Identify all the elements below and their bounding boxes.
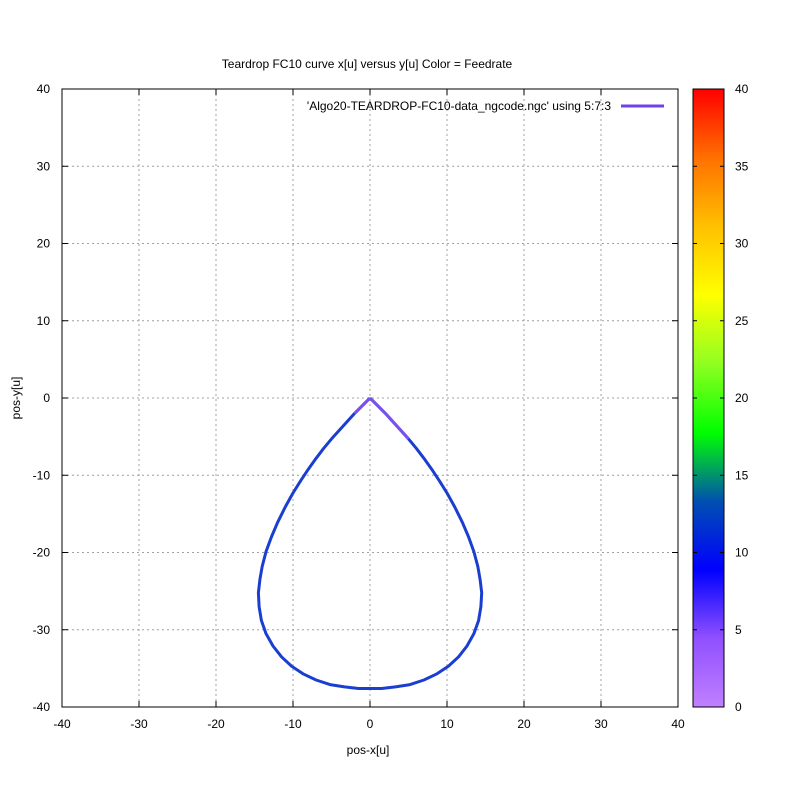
series-group: [256, 396, 484, 690]
y-tick-label: 20: [37, 237, 51, 251]
colorbar-tick-label: 0: [735, 700, 742, 714]
x-axis-label: pos-x[u]: [347, 743, 390, 757]
y-axis: -40 -30 -20 -10 0 10 20 30 40: [33, 82, 678, 714]
y-tick-label: -20: [33, 546, 51, 560]
x-tick-label: 10: [440, 717, 454, 731]
colorbar-tick-label: 40: [735, 82, 749, 96]
colorbar-tick-label: 15: [735, 468, 749, 482]
y-tick-label: 10: [37, 314, 51, 328]
x-axis: -40 -30 -20 -10 0 10 20 30 40: [53, 89, 685, 731]
colorbar-tick-label: 25: [735, 314, 749, 328]
feedrate-segment: [368, 396, 410, 440]
colorbar-tick-label: 5: [735, 623, 742, 637]
y-tick-label: 30: [37, 159, 51, 173]
y-axis-label: pos-y[u]: [9, 377, 23, 420]
y-tick-label: -40: [33, 700, 51, 714]
apex-segment: [353, 396, 372, 415]
colorbar-tick-label: 35: [735, 159, 749, 173]
colorbar-tick-label: 30: [735, 237, 749, 251]
legend-label: 'Algo20-TEARDROP-FC10-data_ngcode.ngc' u…: [307, 99, 611, 113]
x-tick-label: -10: [284, 717, 302, 731]
x-tick-label: 20: [517, 717, 531, 731]
legend: 'Algo20-TEARDROP-FC10-data_ngcode.ngc' u…: [307, 99, 664, 113]
x-tick-label: 30: [594, 717, 608, 731]
y-tick-label: 0: [43, 391, 50, 405]
teardrop-curve: [256, 396, 484, 690]
x-tick-label: 0: [367, 717, 374, 731]
colorbar-axis: 0 5 10 15 20 25 30 35 40: [693, 82, 749, 714]
x-tick-label: -40: [53, 717, 71, 731]
chart-title: Teardrop FC10 curve x[u] versus y[u] Col…: [222, 57, 513, 71]
colorbar-tick-label: 20: [735, 391, 749, 405]
y-tick-label: -30: [33, 623, 51, 637]
colorbar: [692, 88, 725, 708]
x-tick-label: 40: [671, 717, 685, 731]
x-tick-label: -20: [207, 717, 225, 731]
grid: [62, 89, 678, 707]
colorbar-tick-label: 10: [735, 546, 749, 560]
y-tick-label: -10: [33, 468, 51, 482]
x-tick-label: -30: [130, 717, 148, 731]
y-tick-label: 40: [37, 82, 51, 96]
